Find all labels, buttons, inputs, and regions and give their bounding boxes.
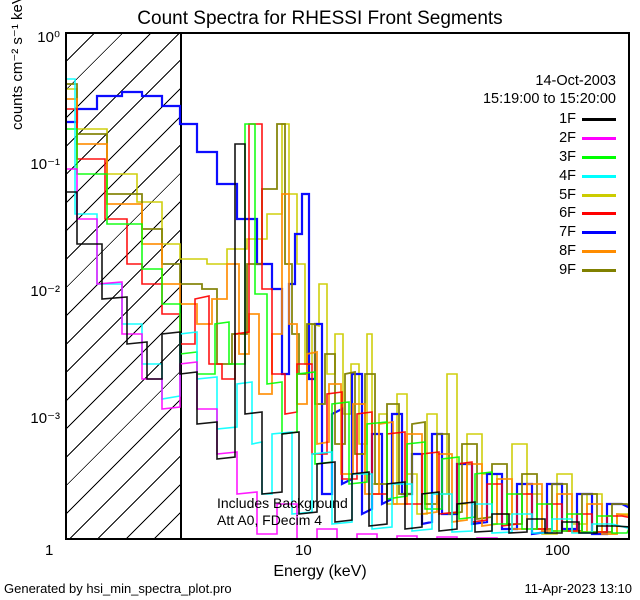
legend-swatch-3f xyxy=(582,156,616,159)
legend-item-7f: 7F xyxy=(483,223,616,242)
legend-item-3f: 3F xyxy=(483,148,616,167)
legend-item-5f: 5F xyxy=(483,186,616,205)
x-tick-2: 100 xyxy=(545,542,570,559)
legend-date-line2: 15:19:00 to 15:20:00 xyxy=(483,90,616,108)
legend-item-8f: 8F xyxy=(483,242,616,261)
legend-swatch-8f xyxy=(582,250,616,253)
footer-timestamp: 11-Apr-2023 13:10 xyxy=(525,581,632,596)
legend-swatch-1f xyxy=(582,118,616,121)
legend-swatch-7f xyxy=(582,231,616,234)
legend-date-line1: 14-Oct-2003 xyxy=(483,72,616,90)
plot-area: Includes Background Att A0, FDecim 4 14-… xyxy=(65,32,630,540)
chart-container: Count Spectra for RHESSI Front Segments … xyxy=(0,0,640,600)
y-tick-0: 10⁰ xyxy=(15,28,60,46)
y-tick-3: 10⁻³ xyxy=(15,409,60,427)
legend-swatch-5f xyxy=(582,194,616,197)
legend-item-6f: 6F xyxy=(483,204,616,223)
legend-swatch-4f xyxy=(582,175,616,178)
legend-item-1f: 1F xyxy=(483,110,616,129)
legend-swatch-6f xyxy=(582,212,616,215)
footer-generated-by: Generated by hsi_min_spectra_plot.pro xyxy=(4,581,232,596)
legend-item-9f: 9F xyxy=(483,261,616,280)
x-tick-1: 10 xyxy=(295,542,312,559)
y-tick-1: 10⁻¹ xyxy=(15,155,60,173)
legend-swatch-2f xyxy=(582,137,616,140)
y-axis-label: counts cm⁻² s⁻¹ keV⁻¹ xyxy=(8,110,26,130)
legend-item-4f: 4F xyxy=(483,167,616,186)
legend-box: 14-Oct-2003 15:19:00 to 15:20:00 1F 2F 3… xyxy=(483,72,616,280)
x-tick-0: 1 xyxy=(45,542,53,559)
chart-title: Count Spectra for RHESSI Front Segments xyxy=(0,8,640,30)
annotation-line2: Att A0, FDecim 4 xyxy=(217,511,322,529)
annotation-line1: Includes Background xyxy=(217,494,348,512)
legend-item-2f: 2F xyxy=(483,129,616,148)
x-axis-label: Energy (keV) xyxy=(0,563,640,581)
y-tick-2: 10⁻² xyxy=(15,282,60,300)
legend-swatch-9f xyxy=(582,269,616,272)
